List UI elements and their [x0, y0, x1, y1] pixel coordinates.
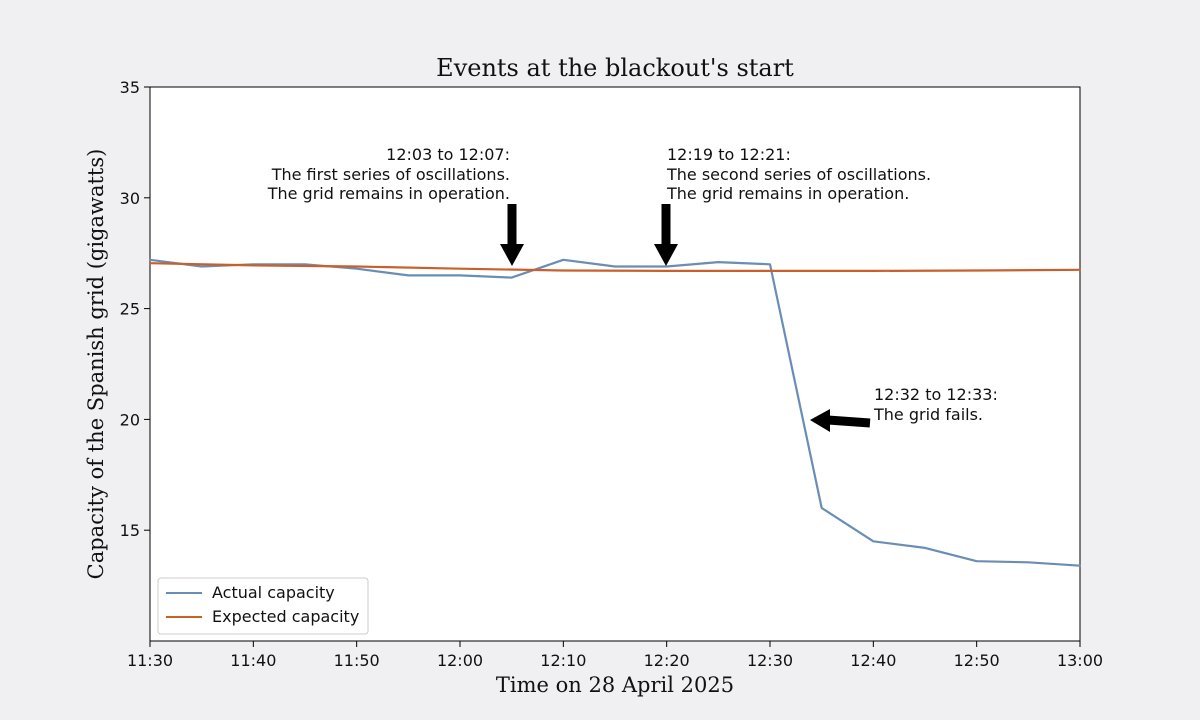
x-tick-label: 12:10: [540, 651, 586, 670]
annotation-first-oscillations: 12:03 to 12:07: The first series of osci…: [267, 145, 524, 266]
x-tick-label: 12:30: [747, 651, 793, 670]
actual-capacity-line: [148, 258, 1082, 567]
y-tick-label: 30: [120, 189, 140, 208]
legend-label-actual: Actual capacity: [212, 583, 335, 602]
axis-ticks: 11:30 11:40 11:50 12:00 12:10 12:20 12:30 12:40…: [120, 78, 1103, 670]
chart-title: Events at the blackout's start: [436, 54, 794, 82]
x-tick-label: 12:40: [850, 651, 896, 670]
annotation-second-oscillations: 12:19 to 12:21: The second series of osc…: [654, 145, 931, 266]
x-tick-label: 11:50: [334, 651, 380, 670]
annotation-2-line-2: The second series of oscillations.: [666, 165, 931, 184]
annotation-2-line-1: 12:19 to 12:21:: [667, 145, 791, 164]
y-tick-label: 35: [120, 78, 140, 97]
annotation-grid-fails: 12:32 to 12:33: The grid fails.: [810, 385, 998, 432]
y-tick-label: 25: [120, 300, 140, 319]
x-tick-label: 11:30: [127, 651, 173, 670]
legend-box: [157, 577, 369, 635]
plot-frame: [149, 86, 1081, 642]
x-tick-label: 12:50: [954, 651, 1000, 670]
annotation-1-line-2: The first series of oscillations.: [271, 165, 510, 184]
x-axis-label: Time on 28 April 2025: [496, 673, 734, 697]
legend-label-expected: Expected capacity: [212, 607, 359, 626]
expected-capacity-line: [148, 262, 1082, 272]
x-tick-label: 12:20: [644, 651, 690, 670]
annotation-2-line-3: The grid remains in operation.: [666, 184, 909, 203]
annotation-1-arrow: [500, 204, 524, 266]
x-tick-label: 11:40: [230, 651, 276, 670]
annotation-1-line-1: 12:03 to 12:07:: [386, 145, 510, 164]
y-tick-label: 20: [120, 410, 140, 429]
annotation-3-line-2: The grid fails.: [873, 405, 983, 424]
annotation-3-arrow: [810, 409, 871, 432]
x-tick-label: 13:00: [1057, 651, 1103, 670]
y-tick-label: 15: [120, 521, 140, 540]
annotation-2-arrow: [654, 204, 678, 266]
annotation-1-line-3: The grid remains in operation.: [267, 184, 510, 203]
annotation-3-line-1: 12:32 to 12:33:: [874, 385, 998, 404]
x-tick-label: 12:00: [437, 651, 483, 670]
series-lines: [148, 258, 1082, 567]
legend: Actual capacity Expected capacity: [157, 577, 369, 635]
y-axis-label: Capacity of the Spanish grid (gigawatts): [84, 149, 108, 580]
